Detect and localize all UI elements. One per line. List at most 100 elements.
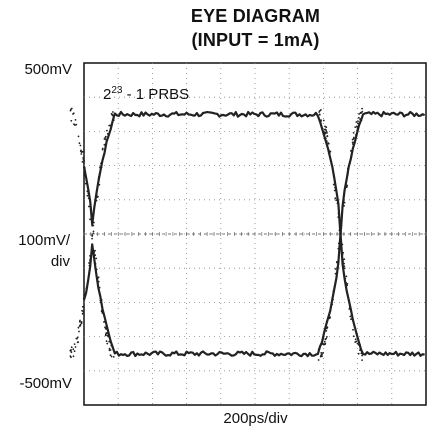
eye-transition-sample (79, 150, 82, 153)
eye-transition-sample (342, 259, 344, 261)
eye-transition-sample (81, 312, 84, 315)
eye-transition-sample (322, 351, 324, 354)
eye-transition-sample (343, 265, 346, 267)
eye-transition-sample (110, 344, 113, 347)
eye-transition-sample (332, 183, 335, 186)
eye-transition-sample (340, 232, 342, 234)
eye-transition-sample (354, 126, 357, 128)
eye-transition-sample (81, 305, 84, 308)
eye-transition-sample (361, 110, 364, 113)
eye-transition-sample (98, 286, 101, 289)
eye-transition-sample (89, 258, 92, 261)
eye-transition-sample (109, 354, 112, 356)
eye-transition-sample (333, 176, 335, 179)
eye-transition-sample (85, 179, 88, 181)
eye-transition-sample (92, 230, 95, 233)
eye-transition-sample (97, 280, 100, 283)
eye-transition-sample (324, 343, 326, 346)
eye-transition-sample (323, 340, 326, 343)
eye-transition-sample (328, 149, 330, 152)
eye-transition-sample (112, 111, 114, 113)
eye-transition-sample (97, 177, 100, 180)
eye-transition-sample (95, 199, 98, 202)
eye-transition-sample (342, 261, 345, 263)
eye-transition-sample (360, 352, 363, 355)
eye-transition-sample (95, 194, 98, 196)
eye-transition-sample (325, 130, 328, 133)
eye-transition-sample (343, 205, 345, 207)
eye-transition-sample (105, 328, 108, 330)
chart-title-line1: EYE DIAGRAM (190, 6, 321, 26)
eye-transition-sample (355, 340, 358, 343)
eye-transition-sample (74, 346, 77, 348)
eye-transition-sample (89, 255, 91, 257)
eye-transition-sample (321, 353, 323, 355)
eye-transition-sample (108, 347, 111, 350)
eye-transition-sample (350, 155, 353, 158)
eye-transition-sample (70, 346, 73, 349)
eye-transition-sample (88, 264, 91, 267)
eye-transition-sample (104, 135, 107, 138)
eye-transition-sample (70, 107, 73, 110)
annotation-exponent: 23 (111, 85, 123, 96)
eye-transition-sample (73, 343, 76, 345)
eye-transition-sample (322, 343, 324, 346)
eye-transition-sample (325, 330, 328, 332)
eye-transition-sample (69, 109, 72, 112)
eye-transition-sample (78, 330, 80, 333)
eye-transition-sample (349, 162, 351, 164)
eye-transition-sample (354, 134, 357, 136)
eye-transition-sample (341, 243, 344, 246)
eye-transition-sample (87, 197, 90, 200)
eye-transition-sample (359, 118, 361, 120)
eye-transition-sample (102, 158, 104, 161)
eye-transition-sample (356, 122, 359, 125)
eye-transition-sample (89, 218, 91, 221)
eye-transition-sample (95, 257, 98, 260)
eye-transition-sample (93, 252, 95, 254)
eye-transition-sample (88, 262, 90, 264)
eye-transition-sample (91, 224, 94, 227)
eye-transition-sample (108, 349, 111, 352)
x-axis-label: 200ps/div (223, 410, 288, 427)
eye-transition-sample (338, 245, 341, 248)
y-scale-label-line1: 100mV/ (18, 232, 70, 249)
eye-transition-sample (346, 167, 349, 170)
eye-transition-sample (77, 326, 80, 329)
annotation-base: 2 (103, 86, 112, 103)
eye-transition-sample (113, 114, 116, 116)
eye-transition-sample (88, 205, 90, 208)
eye-transition-sample (350, 314, 353, 316)
y-top-label: 500mV (24, 61, 72, 78)
eye-transition-sample (86, 190, 89, 193)
eye-transition-sample (343, 262, 345, 265)
eye-transition-sample (323, 128, 326, 131)
eye-transition-sample (84, 174, 87, 177)
eye-transition-sample (355, 121, 358, 123)
eye-transition-sample (344, 277, 347, 280)
eye-transition-sample (98, 175, 100, 178)
eye-transition-sample (86, 194, 89, 197)
eye-transition-sample (106, 342, 109, 345)
eye-transition-sample (108, 124, 111, 127)
eye-transition-sample (95, 268, 98, 271)
eye-transition-sample (334, 268, 337, 270)
eye-transition-sample (348, 306, 351, 309)
eye-transition-sample (110, 355, 113, 358)
eye-transition-sample (97, 277, 99, 279)
eye-transition-sample (349, 150, 352, 152)
eye-transition-sample (97, 179, 100, 181)
eye-transition-sample (351, 141, 354, 144)
eye-transition-sample (103, 143, 106, 146)
eye-transition-sample (72, 355, 75, 358)
eye-transition-sample (342, 200, 345, 203)
eye-transition-sample (329, 316, 331, 319)
eye-transition-sample (327, 142, 330, 144)
eye-transition-sample (91, 237, 93, 240)
eye-transition-sample (354, 338, 357, 341)
annotation-rest: - 1 PRBS (122, 86, 190, 103)
eye-transition-sample (84, 182, 87, 185)
eye-transition-sample (70, 119, 73, 122)
eye-transition-sample (101, 148, 104, 151)
eye-transition-sample (355, 125, 358, 128)
